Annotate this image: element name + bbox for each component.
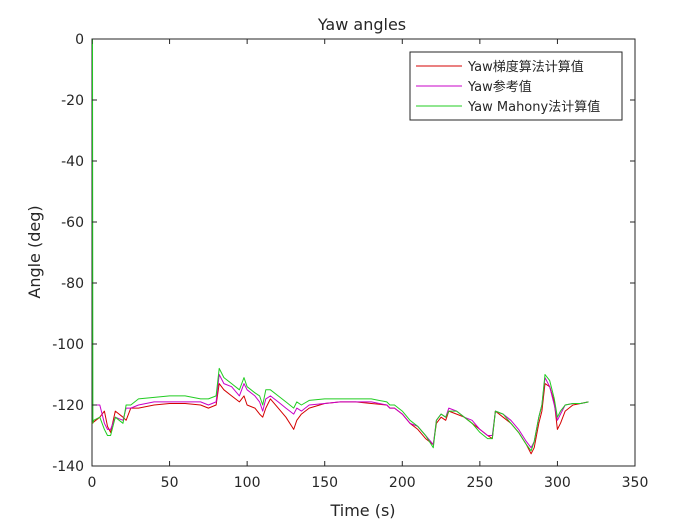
x-tick-label: 0 bbox=[88, 475, 97, 491]
y-tick-label: 0 bbox=[75, 32, 84, 48]
series-line-0 bbox=[91, 383, 589, 455]
x-tick-label: 50 bbox=[161, 475, 179, 491]
series-layer bbox=[91, 38, 589, 455]
legend-label-1: Yaw参考值 bbox=[467, 79, 532, 95]
legend: Yaw梯度算法计算值 Yaw参考值 Yaw Mahony法计算值 bbox=[409, 51, 623, 121]
y-tick-label: -100 bbox=[52, 337, 84, 353]
x-tick-label: 300 bbox=[544, 475, 571, 491]
x-axis-label: Time (s) bbox=[329, 501, 395, 520]
y-tick-label: -80 bbox=[61, 276, 84, 292]
x-tick-label: 100 bbox=[234, 475, 261, 491]
x-tick-label: 250 bbox=[466, 475, 493, 491]
x-axis: 0 50 100 150 200 250 300 350 bbox=[88, 39, 649, 491]
y-axis-label: Angle (deg) bbox=[25, 205, 44, 298]
x-tick-label: 200 bbox=[389, 475, 416, 491]
x-tick-label: 350 bbox=[622, 475, 649, 491]
y-axis: 0 -20 -40 -60 -80 -100 -120 -140 bbox=[52, 32, 635, 475]
y-tick-label: -140 bbox=[52, 459, 84, 475]
y-tick-label: -40 bbox=[61, 154, 84, 170]
y-tick-label: -60 bbox=[61, 215, 84, 231]
legend-label-0: Yaw梯度算法计算值 bbox=[467, 59, 584, 75]
y-tick-label: -120 bbox=[52, 398, 84, 414]
y-tick-label: -20 bbox=[61, 93, 84, 109]
series-line-1 bbox=[92, 374, 589, 449]
legend-label-2: Yaw Mahony法计算值 bbox=[467, 99, 600, 115]
series-line-2 bbox=[92, 38, 589, 452]
x-tick-label: 150 bbox=[311, 475, 338, 491]
chart-title: Yaw angles bbox=[317, 15, 406, 34]
